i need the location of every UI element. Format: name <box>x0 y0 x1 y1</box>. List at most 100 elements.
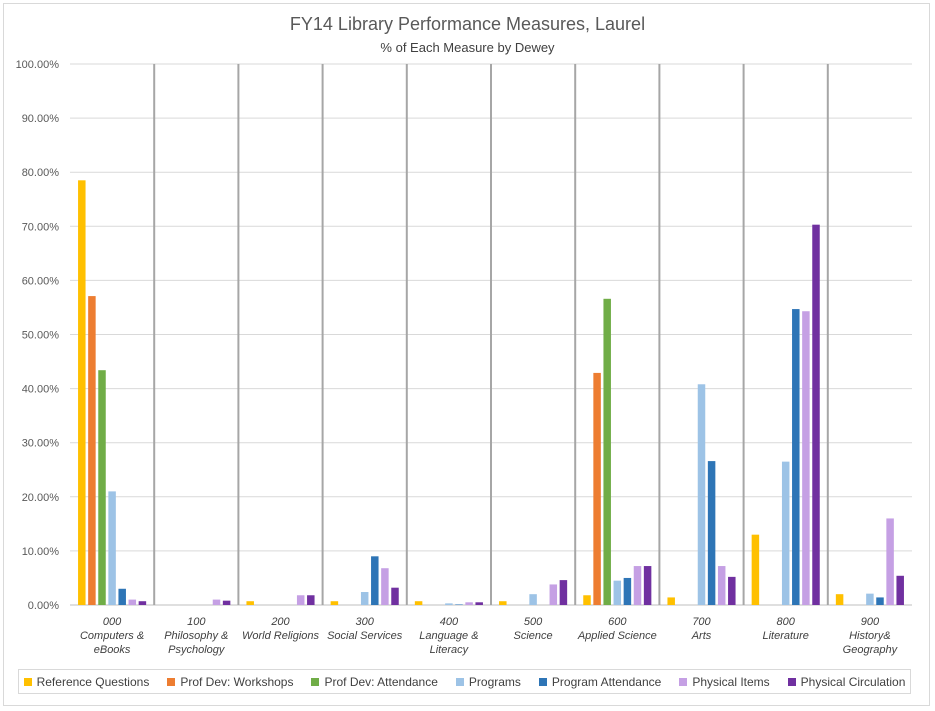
bar <box>643 566 652 605</box>
bar <box>728 576 736 605</box>
legend-label: Physical Items <box>692 674 770 689</box>
legend-label: Programs <box>468 674 521 689</box>
bar <box>108 491 116 605</box>
bar <box>529 594 537 605</box>
y-tick-label: 90.00% <box>22 113 60 125</box>
bar <box>128 599 137 605</box>
legend-swatch <box>455 677 464 686</box>
bar <box>381 568 389 605</box>
bar <box>246 601 254 605</box>
x-tick-label: 500 <box>524 616 543 628</box>
x-tick-label: Applied Science <box>577 630 657 642</box>
bar <box>667 597 675 605</box>
bar <box>751 534 760 605</box>
bar <box>78 180 86 605</box>
x-tick-label: eBooks <box>94 644 131 656</box>
legend-label: Prof Dev: Workshops <box>180 674 294 689</box>
bar <box>583 595 591 605</box>
bar <box>414 601 423 605</box>
x-tick-label: Computers & <box>80 630 144 642</box>
bar <box>835 594 844 605</box>
bar <box>866 593 874 605</box>
legend-swatch <box>167 677 176 686</box>
bar <box>360 592 369 605</box>
bar <box>391 587 399 605</box>
y-tick-label: 100.00% <box>16 59 60 71</box>
bar <box>559 580 568 605</box>
x-tick-label: Language & <box>419 630 478 642</box>
x-tick-label: 700 <box>692 616 711 628</box>
bar <box>697 384 706 605</box>
legend-item: Reference Questions <box>23 674 150 689</box>
y-tick-label: 70.00% <box>22 221 60 233</box>
x-tick-label: 300 <box>356 616 375 628</box>
bar <box>296 595 305 605</box>
bar <box>330 601 339 605</box>
x-tick-label: 400 <box>440 616 459 628</box>
legend-item: Prof Dev: Workshops <box>167 675 293 689</box>
bar <box>603 298 611 605</box>
legend-item: Program Attendance <box>538 674 662 689</box>
bar <box>549 584 558 605</box>
legend-swatch <box>787 677 796 686</box>
legend-swatch <box>538 677 547 686</box>
y-tick-label: 40.00% <box>22 384 60 396</box>
legend: Reference Questions Prof Dev: Workshops Pr… <box>18 669 911 694</box>
bar <box>88 296 96 605</box>
x-tick-label: 100 <box>187 616 206 628</box>
bar <box>307 595 315 605</box>
x-tick-label: 200 <box>270 616 290 628</box>
chart-title: FY14 Library Performance Measures, Laure… <box>289 14 646 34</box>
x-tick-label: Social Services <box>327 630 403 642</box>
legend-item: Programs <box>455 674 521 689</box>
y-tick-label: 80.00% <box>22 167 60 179</box>
legend-label: Program Attendance <box>551 674 662 689</box>
legend-label: Physical Circulation <box>800 674 906 689</box>
bar <box>876 597 884 605</box>
x-tick-label: Literacy <box>430 644 470 656</box>
bar <box>212 599 221 605</box>
bar <box>623 577 632 605</box>
bar <box>371 556 379 605</box>
legend-swatch <box>679 677 688 686</box>
x-tick-label: Science <box>514 630 553 642</box>
legend-item: Physical Items <box>679 674 770 689</box>
bar <box>717 566 726 605</box>
bar <box>465 602 473 605</box>
bar <box>792 309 800 605</box>
legend-item: Prof Dev: Attendance <box>311 675 438 689</box>
x-tick-label: Geography <box>843 644 899 656</box>
legend-swatch <box>311 677 320 686</box>
legend-swatch <box>23 677 32 686</box>
bar <box>896 575 904 605</box>
bar <box>222 600 231 605</box>
x-tick-label: History& <box>849 630 891 642</box>
y-tick-label: 50.00% <box>22 330 60 342</box>
bar <box>445 603 453 605</box>
x-tick-label: 900 <box>861 616 880 628</box>
y-tick-label: 60.00% <box>22 275 60 287</box>
x-tick-label: World Religions <box>242 630 320 642</box>
legend-item: Physical Circulation <box>787 674 906 689</box>
x-tick-label: 000 <box>103 616 122 628</box>
bar <box>499 601 507 605</box>
bar <box>707 461 716 605</box>
bar <box>118 588 126 605</box>
chart-subtitle: % of Each Measure by Dewey <box>380 40 555 55</box>
bar <box>475 602 483 605</box>
bar <box>781 461 790 605</box>
x-tick-label: 800 <box>777 616 796 628</box>
bar <box>455 604 463 605</box>
bar <box>613 580 622 605</box>
bar <box>98 370 106 605</box>
x-tick-label: Arts <box>691 630 712 642</box>
y-tick-label: 20.00% <box>22 492 60 504</box>
bar <box>633 566 642 605</box>
bar <box>593 372 601 605</box>
x-tick-label: Psychology <box>168 644 226 656</box>
y-tick-label: 10.00% <box>22 546 60 558</box>
legend-label: Reference Questions <box>36 674 150 689</box>
bar <box>138 601 147 605</box>
y-tick-label: 0.00% <box>28 600 59 612</box>
